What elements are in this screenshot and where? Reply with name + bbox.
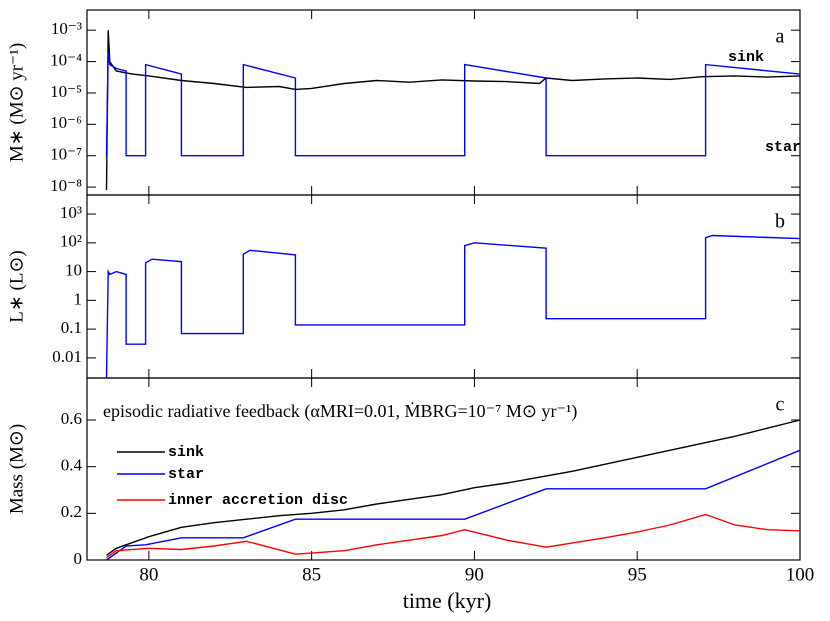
x-tick-label: 80 bbox=[139, 564, 158, 585]
y-tick-label: 10³ bbox=[60, 203, 82, 222]
data-line bbox=[106, 513, 801, 559]
y-tick-label: 10² bbox=[60, 232, 82, 251]
plot-frame bbox=[86, 9, 801, 196]
panel-label: c bbox=[776, 394, 785, 416]
series-label: sink bbox=[728, 49, 764, 66]
y-tick-label: 10⁻⁴ bbox=[50, 50, 82, 69]
legend-label: sink bbox=[168, 444, 204, 461]
y-tick-label: 10⁻⁵ bbox=[50, 82, 82, 101]
y-tick-label: 10⁻⁶ bbox=[50, 113, 82, 132]
data-line bbox=[105, 234, 801, 379]
data-line bbox=[105, 52, 801, 157]
y-tick-label: 0.2 bbox=[61, 502, 82, 521]
data-line bbox=[106, 449, 801, 561]
y-tick-label: 0.6 bbox=[61, 409, 82, 428]
series-label: star bbox=[765, 139, 801, 156]
subtitle: episodic radiative feedback (αMRI=0.01, … bbox=[103, 401, 577, 422]
y-tick-label: 10⁻⁸ bbox=[50, 176, 82, 195]
panel-label: a bbox=[776, 26, 785, 48]
y-axis-label: L∗ (L⊙) bbox=[6, 250, 27, 322]
y-tick-label: 10⁻⁷ bbox=[50, 145, 82, 164]
x-axis-label: time (kyr) bbox=[403, 588, 492, 613]
data-line bbox=[106, 419, 801, 556]
x-tick-label: 90 bbox=[465, 564, 484, 585]
x-tick-label: 95 bbox=[628, 564, 647, 585]
x-tick-label: 100 bbox=[786, 564, 815, 585]
y-tick-label: 0.4 bbox=[61, 456, 83, 475]
y-tick-label: 0.01 bbox=[52, 347, 82, 366]
y-tick-label: 10⁻³ bbox=[51, 19, 82, 38]
panel-label: b bbox=[775, 211, 785, 233]
plot-frame bbox=[86, 194, 801, 379]
y-axis-label: M∗ (M⊙ yr⁻¹) bbox=[6, 43, 27, 162]
y-tick-label: 10 bbox=[65, 261, 82, 280]
y-tick-label: 1 bbox=[74, 289, 83, 308]
legend-label: inner accretion disc bbox=[168, 492, 348, 509]
legend-label: star bbox=[168, 466, 204, 483]
y-axis-label: Mass (M⊙) bbox=[6, 424, 27, 514]
y-tick-label: 0 bbox=[74, 549, 83, 568]
y-tick-label: 0.1 bbox=[61, 318, 82, 337]
data-line bbox=[105, 30, 801, 191]
x-tick-label: 85 bbox=[302, 564, 321, 585]
plot-frame bbox=[86, 377, 801, 561]
